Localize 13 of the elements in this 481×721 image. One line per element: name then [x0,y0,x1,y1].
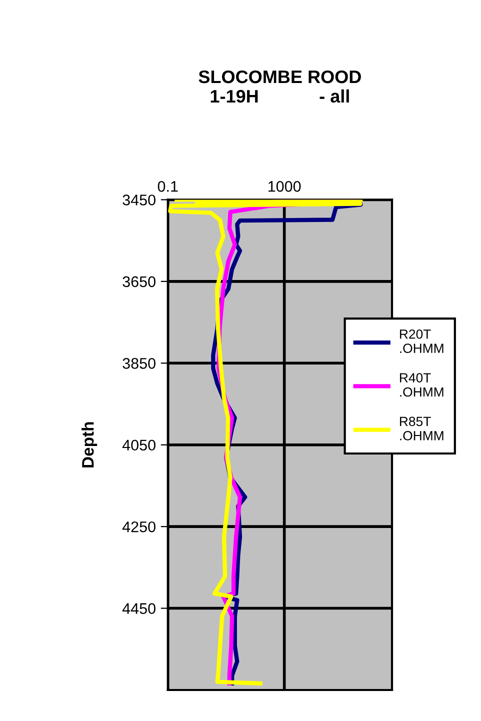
y-tick-label: 4250 [122,521,156,532]
y-tick-label: 3850 [122,358,156,369]
y-tick-label: 3450 [122,194,156,206]
x-tick-label: 1000 [268,181,301,192]
x-tick-label: 0.1 [158,181,178,192]
legend-label: R85T .OHMM [400,416,444,440]
y-axis-title: Depth [82,422,98,468]
legend-label: R40T .OHMM [400,373,444,397]
y-tick-label: 4050 [122,440,156,451]
legend-label: R20T .OHMM [400,329,444,354]
y-tick-label: 4450 [122,603,156,614]
chart-title: SLOCOMBE ROOD 1-19H - all [198,70,361,103]
y-tick-label: 3650 [122,276,156,288]
